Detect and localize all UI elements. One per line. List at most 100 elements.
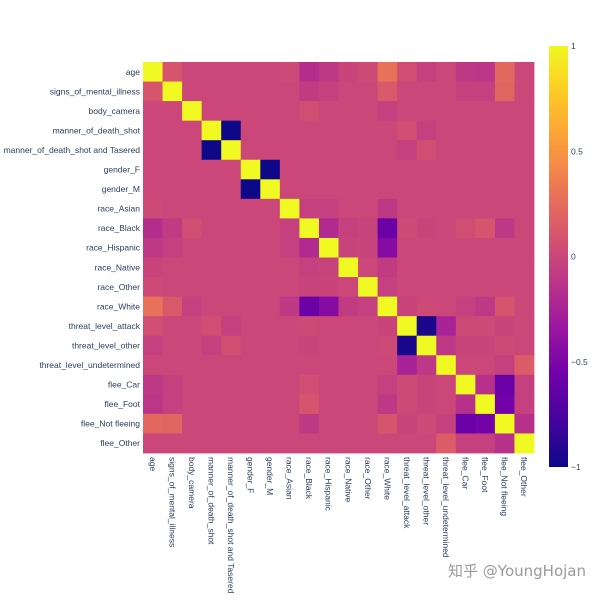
heatmap-cell-5-6 [260,159,281,180]
heatmap-cell-14-16 [455,335,476,356]
heatmap-cell-17-4 [221,394,242,415]
heatmap-cell-12-14 [416,296,437,317]
heatmap-cell-11-15 [436,277,457,297]
x-tick-label: manner_of_death_shot and Tasered [226,457,236,594]
heatmap-cell-5-4 [221,159,242,180]
heatmap-cell-8-16 [455,218,476,239]
y-tick-label: race_Black [98,223,141,233]
heatmap-cell-4-0 [143,140,163,161]
heatmap-cell-2-4 [221,101,242,122]
heatmap-cell-17-2 [182,394,203,415]
heatmap-cell-16-2 [182,374,203,395]
heatmap-cell-7-12 [377,198,398,219]
heatmap-cell-1-2 [182,81,203,102]
heatmap-cell-0-11 [358,62,378,82]
heatmap-cell-1-19 [514,81,535,102]
heatmap-cell-5-2 [182,159,203,180]
heatmap-cell-0-12 [377,62,398,82]
heatmap-cell-1-16 [455,81,476,102]
heatmap-cell-10-6 [260,257,281,278]
heatmap-cell-19-5 [240,433,261,454]
heatmap-cell-5-8 [299,159,320,180]
heatmap-cell-4-6 [260,140,281,161]
heatmap-cell-16-10 [338,374,359,395]
heatmap-cell-10-10 [338,257,359,278]
heatmap-cell-9-19 [514,237,535,258]
heatmap-cell-7-0 [143,198,163,219]
heatmap-cell-5-16 [455,159,476,180]
heatmap-cell-19-17 [475,433,496,454]
heatmap-cell-12-8 [299,296,320,317]
heatmap-cell-0-15 [436,62,457,82]
heatmap-cell-13-15 [436,316,457,337]
heatmap-cell-1-18 [494,81,515,102]
heatmap-cell-11-2 [182,277,203,297]
heatmap-cell-5-18 [494,159,515,180]
heatmap-cell-8-0 [143,218,163,239]
heatmap-cell-6-10 [338,179,359,200]
heatmap-cell-9-5 [240,237,261,258]
heatmap-cell-0-8 [299,62,320,82]
heatmap-cell-11-17 [475,277,496,297]
heatmap-cell-3-3 [201,120,222,141]
heatmap-cell-13-0 [143,316,163,337]
heatmap-cell-15-16 [455,355,476,376]
heatmap-cell-1-15 [436,81,457,102]
heatmap-cell-6-2 [182,179,203,200]
heatmap-cell-15-12 [377,355,398,376]
heatmap-cell-12-11 [358,296,378,317]
heatmap-cell-5-11 [358,159,378,180]
heatmap-cell-19-10 [338,433,359,454]
heatmap-cell-12-19 [514,296,535,317]
heatmap-cell-10-7 [279,257,300,278]
heatmap-cell-8-14 [416,218,437,239]
heatmap-cell-6-6 [260,179,281,200]
heatmap-cell-15-1 [162,355,183,376]
heatmap-cell-16-4 [221,374,242,395]
heatmap-cell-9-6 [260,237,281,258]
heatmap-cell-12-0 [143,296,163,317]
heatmap-cell-18-6 [260,413,281,434]
x-tick-label: threat_level_undetermined [441,457,451,558]
heatmap-cell-9-0 [143,237,163,258]
heatmap-cell-14-3 [201,335,222,356]
heatmap-cell-19-0 [143,433,163,454]
heatmap-cell-14-4 [221,335,242,356]
heatmap-cell-1-0 [143,81,163,102]
heatmap-cell-3-8 [299,120,320,141]
heatmap-cell-9-15 [436,237,457,258]
heatmap-cell-2-14 [416,101,437,122]
heatmap-cell-0-7 [279,62,300,82]
heatmap-cell-7-19 [514,198,535,219]
heatmap-cell-10-16 [455,257,476,278]
heatmap-cell-8-9 [318,218,339,239]
heatmap-cell-6-5 [240,179,261,200]
heatmap-cell-8-1 [162,218,183,239]
heatmap-cell-13-1 [162,316,183,337]
heatmap-cell-12-5 [240,296,261,317]
heatmap-cell-10-15 [436,257,457,278]
heatmap-cell-17-12 [377,394,398,415]
heatmap-cell-0-2 [182,62,203,82]
x-axis-tick-labels: age signs_of_mental_illness body_camera man… [148,457,529,594]
heatmap-cell-7-4 [221,198,242,219]
heatmap-cell-18-3 [201,413,222,434]
heatmap-cell-5-13 [397,159,418,180]
heatmap-cell-4-16 [455,140,476,161]
heatmap-cell-2-13 [397,101,418,122]
y-tick-label: flee_Car [108,380,140,390]
heatmap-cell-14-10 [338,335,359,356]
heatmap-cell-5-15 [436,159,457,180]
heatmap-cell-10-9 [318,257,339,278]
heatmap-cell-4-13 [397,140,418,161]
heatmap-cell-6-15 [436,179,457,200]
heatmap-cell-10-14 [416,257,437,278]
heatmap-cell-12-18 [494,296,515,317]
y-tick-label: threat_level_attack [69,321,141,331]
heatmap-cell-11-12 [377,277,398,297]
y-tick-label: race_Native [95,262,141,272]
heatmap-cell-9-9 [318,237,339,258]
heatmap-cell-14-11 [358,335,378,356]
heatmap-cell-19-2 [182,433,203,454]
